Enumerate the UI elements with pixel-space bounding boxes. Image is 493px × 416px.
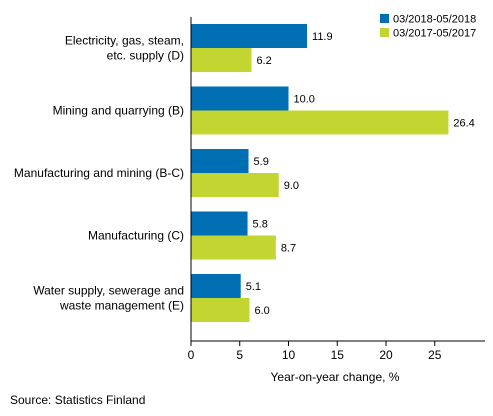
data-label-series-1-category-5: 5.1 <box>246 281 261 293</box>
x-tick-label-15: 15 <box>331 348 345 362</box>
bar-series-1-category-3 <box>191 149 249 173</box>
data-label-series-2-category-2: 26.4 <box>453 118 474 130</box>
data-label-series-2-category-4: 8.7 <box>281 243 296 255</box>
legend-swatch-2 <box>380 28 389 37</box>
bar-series-2-category-4 <box>191 235 276 260</box>
x-tick-label-25: 25 <box>428 348 442 362</box>
legend-label-1: 03/2018-05/2018 <box>393 14 476 26</box>
legend-swatch-1 <box>380 14 389 23</box>
x-axis-title: Year-on-year change, % <box>271 370 400 384</box>
data-label-series-2-category-3: 9.0 <box>284 180 299 192</box>
bar-series-1-category-4 <box>191 211 248 236</box>
category-label-line: Manufacturing (C) <box>88 229 184 243</box>
bar-series-1-category-5 <box>191 274 241 298</box>
x-tick-label-20: 20 <box>379 348 393 362</box>
category-label-line: Water supply, sewerage and <box>33 284 184 298</box>
bars-layer <box>191 24 449 322</box>
bar-series-2-category-3 <box>191 173 279 197</box>
bar-series-1-category-2 <box>191 86 289 111</box>
x-tick-label-0: 0 <box>188 348 195 362</box>
category-label-5: Water supply, sewerage and waste manageme… <box>33 284 184 313</box>
category-label-line: Manufacturing and mining (B-C) <box>14 166 184 180</box>
category-label-2: Mining and quarrying (B) <box>53 104 184 118</box>
category-label-line: Electricity, gas, steam, <box>65 34 184 48</box>
category-label-1: Electricity, gas, steam, etc. supply (D) <box>65 34 184 63</box>
labels-layer: 11.9 6.2 Electricity, gas, steam, etc. supp… <box>14 31 475 317</box>
x-tick-label-5: 5 <box>236 348 243 362</box>
source-note: Source: Statistics Finland <box>10 393 145 407</box>
category-label-3: Manufacturing and mining (B-C) <box>14 166 184 180</box>
legend: 03/2018-05/2018 03/2017-05/2017 <box>380 14 476 40</box>
bar-series-1-category-1 <box>191 24 308 48</box>
category-label-line: Mining and quarrying (B) <box>53 104 184 118</box>
data-label-series-2-category-5: 6.0 <box>255 305 270 317</box>
legend-label-2: 03/2017-05/2017 <box>393 28 476 40</box>
data-label-series-1-category-4: 5.8 <box>253 219 268 231</box>
bar-series-2-category-1 <box>191 48 252 72</box>
data-label-series-1-category-2: 10.0 <box>294 94 315 106</box>
data-label-series-2-category-1: 6.2 <box>256 55 271 67</box>
data-label-series-1-category-1: 11.9 <box>312 31 333 43</box>
bar-series-2-category-2 <box>191 110 449 135</box>
bar-series-2-category-5 <box>191 298 250 322</box>
category-label-4: Manufacturing (C) <box>88 229 184 243</box>
axis-layer: 0 5 10 15 20 25 <box>188 17 485 362</box>
data-label-series-1-category-3: 5.9 <box>254 156 269 168</box>
x-tick-label-10: 10 <box>282 348 296 362</box>
category-label-line: etc. supply (D) <box>107 49 184 63</box>
category-label-line: waste management (E) <box>59 299 184 313</box>
